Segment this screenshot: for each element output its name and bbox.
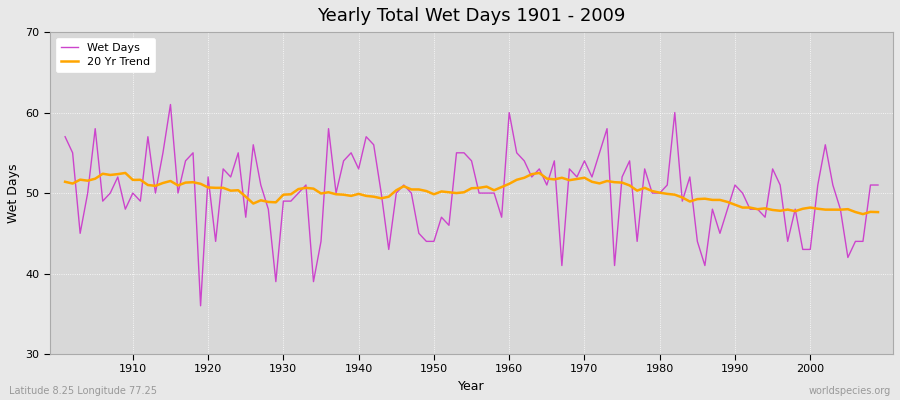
Wet Days [511, 150, 522, 155]
Legend: Wet Days, 20 Yr Trend: Wet Days, 20 Yr Trend [56, 38, 156, 72]
20 Yr Trend [504, 182, 515, 186]
20 Yr Trend [59, 179, 70, 184]
20 Yr Trend [128, 178, 139, 182]
20 Yr Trend [293, 187, 304, 192]
Line: Wet Days: Wet Days [65, 104, 878, 306]
20 Yr Trend [601, 178, 612, 183]
Wet Days [346, 150, 356, 155]
Wet Days [165, 102, 176, 107]
Text: Latitude 8.25 Longitude 77.25: Latitude 8.25 Longitude 77.25 [9, 386, 157, 396]
Wet Days [120, 207, 130, 212]
Wet Days [301, 183, 311, 188]
Wet Days [59, 134, 70, 139]
20 Yr Trend [873, 210, 884, 214]
Wet Days [609, 263, 620, 268]
20 Yr Trend [858, 212, 868, 216]
Text: worldspecies.org: worldspecies.org [809, 386, 891, 396]
Wet Days [873, 183, 884, 188]
Wet Days [518, 158, 529, 163]
20 Yr Trend [120, 170, 130, 175]
Line: 20 Yr Trend: 20 Yr Trend [65, 173, 878, 214]
X-axis label: Year: Year [458, 380, 485, 393]
20 Yr Trend [511, 177, 522, 182]
Wet Days [195, 303, 206, 308]
Title: Yearly Total Wet Days 1901 - 2009: Yearly Total Wet Days 1901 - 2009 [318, 7, 626, 25]
20 Yr Trend [338, 192, 349, 197]
Y-axis label: Wet Days: Wet Days [7, 163, 20, 223]
